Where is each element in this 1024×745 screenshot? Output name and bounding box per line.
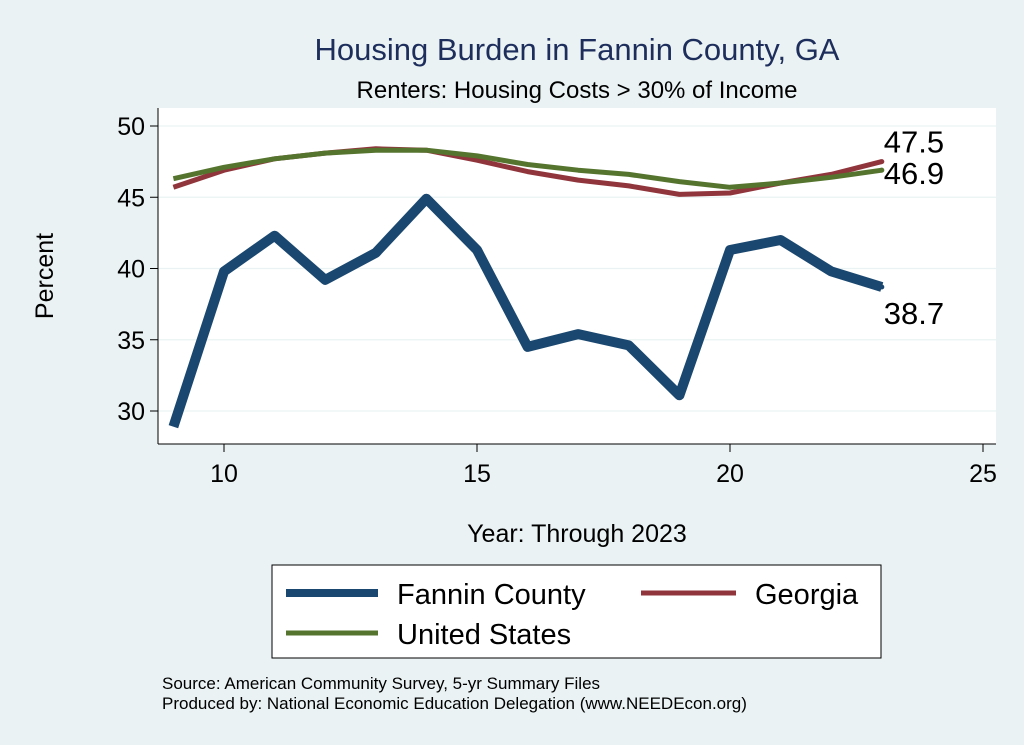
y-tick-label-45: 45	[117, 184, 145, 212]
y-tick-label-35: 35	[117, 327, 145, 355]
series-endpoint-fannin-county	[879, 284, 885, 290]
x-tick-label-20: 20	[716, 460, 744, 488]
x-tick-label-25: 25	[969, 460, 997, 488]
legend-label-united-states: United States	[397, 619, 571, 651]
x-axis-ticks: 10 15 20 25	[210, 444, 997, 488]
x-tick-label-10: 10	[210, 460, 238, 488]
legend-label-georgia: Georgia	[755, 579, 859, 611]
y-axis-ticks: 30 35 40 45 50	[117, 113, 158, 426]
y-tick-label-40: 40	[117, 256, 145, 284]
end-label-united-states: 46.9	[884, 156, 944, 191]
series-endpoint-united-states	[879, 167, 885, 173]
legend-label-fannin-county: Fannin County	[397, 579, 586, 611]
y-tick-label-50: 50	[117, 113, 145, 141]
x-axis-title: Year: Through 2023	[467, 520, 687, 548]
produced-by-note: Produced by: National Economic Education…	[162, 694, 747, 713]
y-axis-title: Percent	[31, 233, 59, 319]
chart-subtitle: Renters: Housing Costs > 30% of Income	[357, 77, 798, 104]
gridlines	[158, 125, 996, 412]
series-lines	[168, 146, 885, 429]
source-note: Source: American Community Survey, 5-yr …	[162, 674, 600, 693]
series-endpoint-georgia	[879, 159, 885, 165]
y-tick-label-30: 30	[117, 398, 145, 426]
series-line-fannin-county	[168, 193, 884, 429]
x-tick-label-15: 15	[463, 460, 491, 488]
series-line-united-states	[172, 147, 883, 190]
legend-box	[271, 564, 882, 659]
chart-title: Housing Burden in Fannin County, GA	[314, 32, 839, 67]
legend: Fannin County Georgia United States	[271, 564, 882, 659]
end-label-georgia: 47.5	[884, 125, 944, 160]
end-label-fannin-county: 38.7	[884, 296, 944, 331]
end-labels: 38.7 47.546.9	[884, 125, 944, 331]
